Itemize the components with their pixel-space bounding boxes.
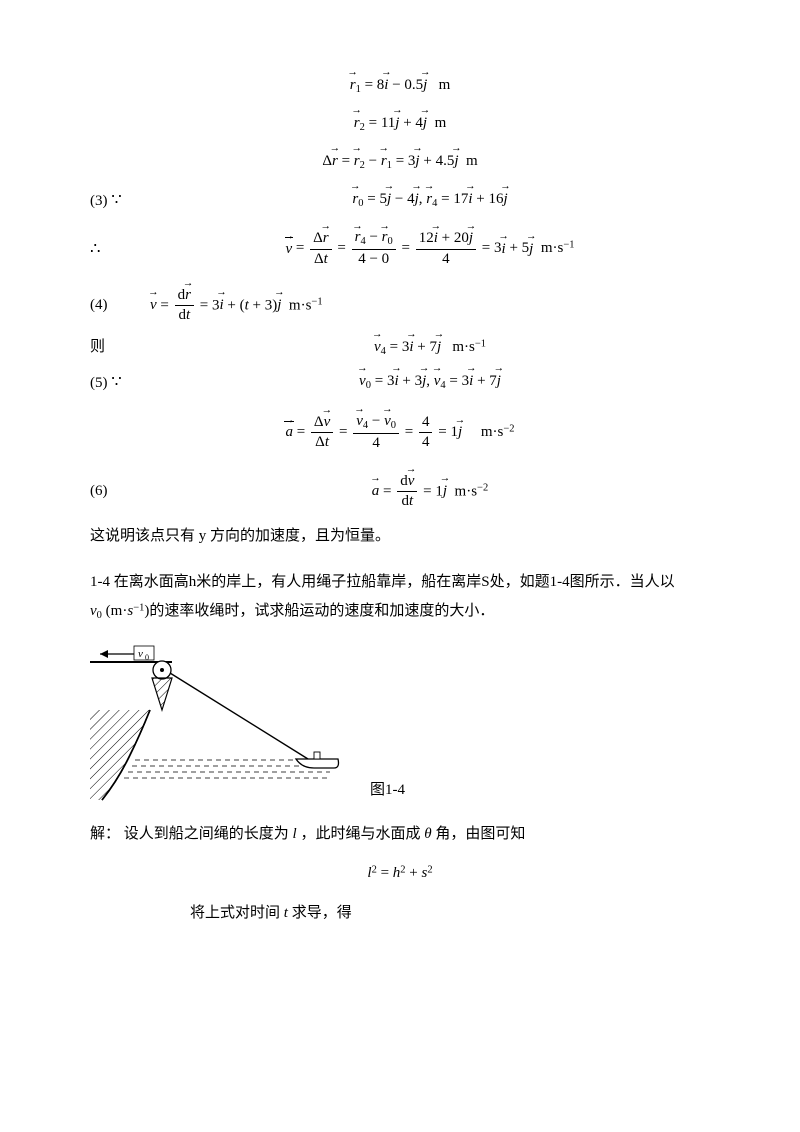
label-6: (6) <box>90 480 150 503</box>
problem-v: v <box>90 603 97 619</box>
because-3: ∵ <box>111 190 122 209</box>
eq-lhs: l2 = h2 + s2 <box>90 862 710 885</box>
vd-c: 3 <box>265 297 273 313</box>
because-5: ∵ <box>111 372 122 391</box>
abar-num2: 4 <box>419 413 433 434</box>
sol-1a: 解： 设人到船之间绳的长度为 <box>90 826 293 842</box>
abar-line: a = ΔvΔt = v4 − v04 = 44 = 1j m·s−2 <box>90 412 710 453</box>
abar-den2: 4 <box>419 433 433 453</box>
eq-r1: r1 = 8i − 0.5j m <box>90 74 710 98</box>
abar-den: 4 <box>353 434 399 454</box>
eq-dr: Δr = r2 − r1 = 3j + 4.5j m <box>90 150 710 174</box>
explain-text: 这说明该点只有 y 方向的加速度，且为恒量。 <box>90 522 710 551</box>
abar-unit: m·s <box>481 424 504 440</box>
figure-svg: v 0 <box>90 640 350 810</box>
problem-p1a: 1-4 在离水面高h米的岸上，有人用绳子拉船靠岸，船在离岸S处，如题1-4图所示… <box>90 574 675 590</box>
solution-line2: 将上式对时间 t 求导，得 <box>90 899 710 928</box>
sol-2a: 将上式对时间 <box>190 905 284 921</box>
r2-sub: 2 <box>360 122 365 133</box>
v4-line: 则 v4 = 3i + 7j m·s−1 <box>90 336 710 360</box>
r1-sub: 1 <box>356 84 361 95</box>
sol-1b: ，此时绳与水面成 <box>297 826 425 842</box>
r2-unit: m <box>435 115 447 131</box>
problem-sup: −1 <box>133 602 144 613</box>
label-5: (5) <box>90 375 108 391</box>
figure-1-4: v 0 图1- <box>90 640 710 810</box>
item-3-line: (3) ∵ r0 = 5j − 4j, r4 = 17i + 16j <box>90 188 710 213</box>
then-label: 则 <box>90 336 150 359</box>
v4-unit: m·s <box>452 339 475 355</box>
problem-mid: (m· <box>106 603 128 619</box>
item-4-line: (4) v = drdt = 3i + (t + 3)j m·s−1 <box>90 286 710 326</box>
problem-v-sub: 0 <box>97 610 102 621</box>
problem-post: )的速率收绳时，试求船运动的速度和加速度的大小． <box>144 603 494 619</box>
sol-2b: 求导，得 <box>288 905 352 921</box>
therefore-3: ∴ <box>90 239 101 258</box>
label-4: (4) <box>90 294 150 317</box>
vd-unit: m·s <box>289 297 312 313</box>
vbar-unit: m·s <box>541 241 564 257</box>
dr-unit: m <box>466 153 478 169</box>
problem-text: 1-4 在离水面高h米的岸上，有人用绳子拉船靠岸，船在离岸S处，如题1-4图所示… <box>90 568 710 626</box>
sol-theta: θ <box>424 826 431 842</box>
vbar-line: ∴ v = ΔrΔt = r4 − r04 − 0 = 12i + 20j4 =… <box>90 228 710 269</box>
sol-1c: 角，由图可知 <box>432 826 526 842</box>
vbar-den: 4 <box>416 250 476 270</box>
eq-r2: r2 = 11j + 4j m <box>90 112 710 136</box>
svg-text:0: 0 <box>145 653 149 662</box>
item-6-line: (6) a = dvdt = 1j m·s−2 <box>90 472 710 512</box>
svg-text:v: v <box>138 648 143 660</box>
item-5-line: (5) ∵ v0 = 3i + 3j, v4 = 3i + 7j <box>90 370 710 395</box>
figure-caption: 图1-4 <box>370 779 405 802</box>
r1-unit: m <box>439 77 451 93</box>
vd-b: t <box>245 297 249 313</box>
solution-line1: 解： 设人到船之间绳的长度为 l ，此时绳与水面成 θ 角，由图可知 <box>90 820 710 849</box>
ad-unit: m·s <box>455 483 478 499</box>
label-3: (3) <box>90 193 108 209</box>
